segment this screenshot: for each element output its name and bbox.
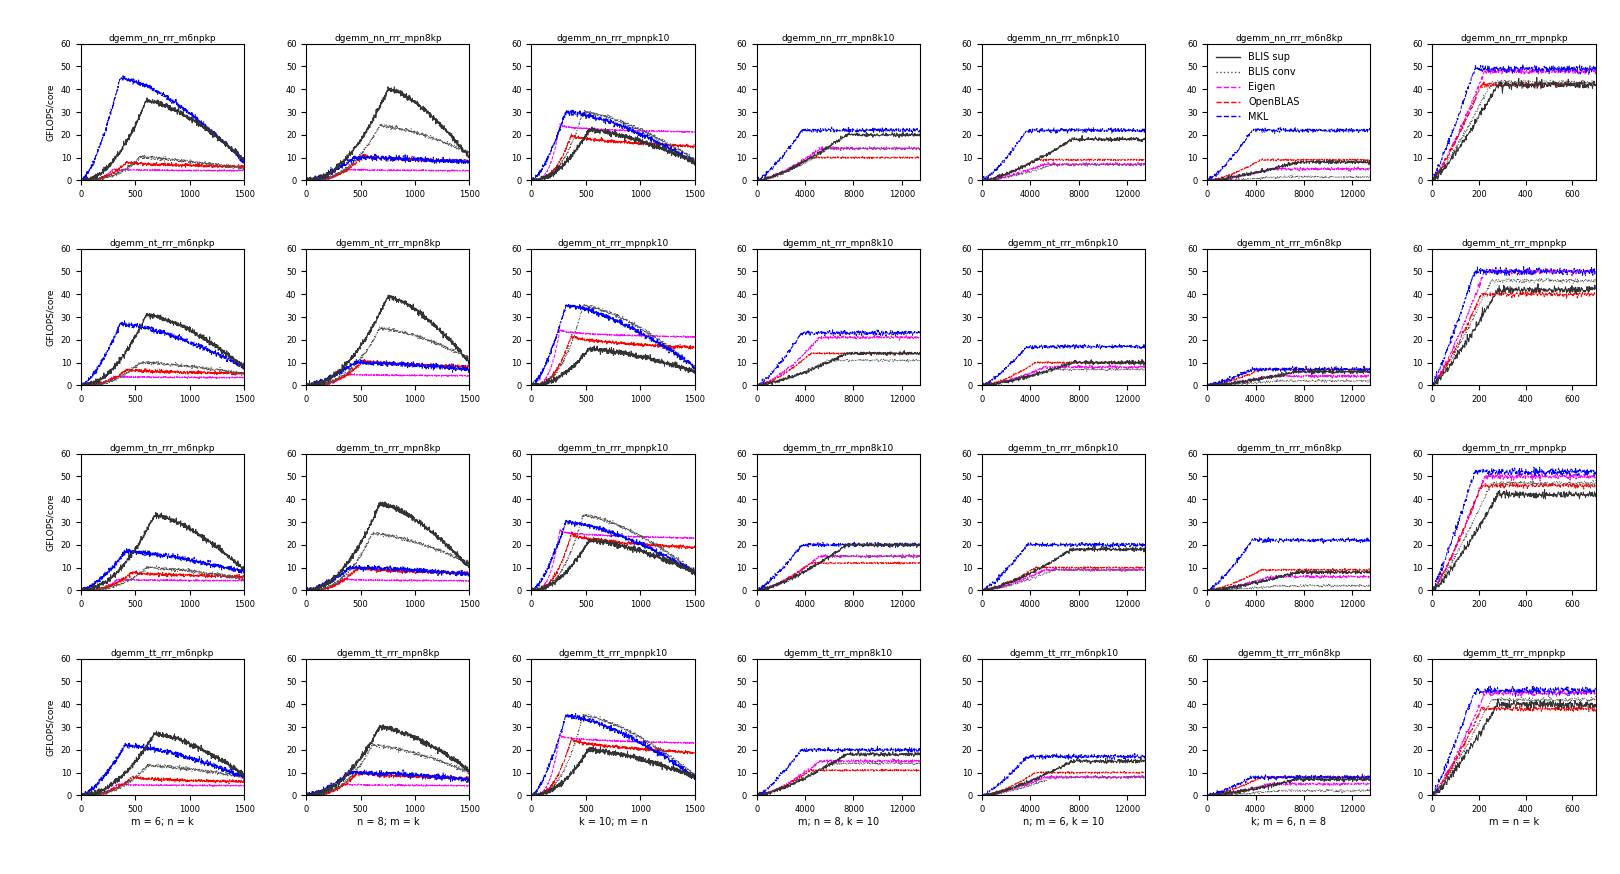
- Title: dgemm_nn_rrr_m6n8kp: dgemm_nn_rrr_m6n8kp: [1234, 34, 1343, 43]
- Title: dgemm_tn_rrr_m6npkp: dgemm_tn_rrr_m6npkp: [110, 444, 215, 453]
- Title: dgemm_tt_rrr_mpn8kp: dgemm_tt_rrr_mpn8kp: [337, 649, 439, 658]
- X-axis label: k; m = 6, n = 8: k; m = 6, n = 8: [1251, 817, 1327, 827]
- Y-axis label: GFLOPS/core: GFLOPS/core: [45, 698, 55, 756]
- Title: dgemm_nn_rrr_m6npkp: dgemm_nn_rrr_m6npkp: [109, 34, 217, 43]
- Title: dgemm_nt_rrr_mpn8k10: dgemm_nt_rrr_mpn8k10: [782, 239, 894, 248]
- Y-axis label: GFLOPS/core: GFLOPS/core: [45, 83, 55, 141]
- X-axis label: k = 10; m = n: k = 10; m = n: [578, 817, 648, 827]
- X-axis label: m; n = 8, k = 10: m; n = 8, k = 10: [797, 817, 880, 827]
- Title: dgemm_tt_rrr_m6n8kp: dgemm_tt_rrr_m6n8kp: [1238, 649, 1340, 658]
- Title: dgemm_tn_rrr_m6n8kp: dgemm_tn_rrr_m6n8kp: [1236, 444, 1341, 453]
- Title: dgemm_nt_rrr_m6n8kp: dgemm_nt_rrr_m6n8kp: [1236, 239, 1341, 248]
- Title: dgemm_nt_rrr_mpnpk10: dgemm_nt_rrr_mpnpk10: [557, 239, 669, 248]
- X-axis label: m = n = k: m = n = k: [1489, 817, 1539, 827]
- Title: dgemm_nn_rrr_mpnpkp: dgemm_nn_rrr_mpnpkp: [1460, 34, 1568, 43]
- Title: dgemm_nn_rrr_mpnpk10: dgemm_nn_rrr_mpnpk10: [556, 34, 669, 43]
- Title: dgemm_tn_rrr_m6npk10: dgemm_tn_rrr_m6npk10: [1008, 444, 1119, 453]
- X-axis label: m = 6; n = k: m = 6; n = k: [131, 817, 194, 827]
- Title: dgemm_tt_rrr_mpn8k10: dgemm_tt_rrr_mpn8k10: [784, 649, 893, 658]
- Title: dgemm_nt_rrr_mpnpkp: dgemm_nt_rrr_mpnpkp: [1461, 239, 1567, 248]
- Title: dgemm_nt_rrr_m6npkp: dgemm_nt_rrr_m6npkp: [110, 239, 215, 248]
- Title: dgemm_tn_rrr_mpn8kp: dgemm_tn_rrr_mpn8kp: [335, 444, 441, 453]
- Title: dgemm_tt_rrr_m6npkp: dgemm_tt_rrr_m6npkp: [110, 649, 214, 658]
- Title: dgemm_tt_rrr_mpnpkp: dgemm_tt_rrr_mpnpkp: [1463, 649, 1567, 658]
- Title: dgemm_nn_rrr_mpn8k10: dgemm_nn_rrr_mpn8k10: [782, 34, 894, 43]
- Title: dgemm_nn_rrr_m6npk10: dgemm_nn_rrr_m6npk10: [1008, 34, 1121, 43]
- Title: dgemm_tn_rrr_mpnpk10: dgemm_tn_rrr_mpnpk10: [557, 444, 669, 453]
- Title: dgemm_nn_rrr_mpn8kp: dgemm_nn_rrr_mpn8kp: [334, 34, 442, 43]
- X-axis label: n = 8; m = k: n = 8; m = k: [356, 817, 420, 827]
- Y-axis label: GFLOPS/core: GFLOPS/core: [45, 493, 55, 551]
- Title: dgemm_tt_rrr_m6npk10: dgemm_tt_rrr_m6npk10: [1009, 649, 1118, 658]
- X-axis label: n; m = 6, k = 10: n; m = 6, k = 10: [1024, 817, 1105, 827]
- Legend: BLIS sup, BLIS conv, Eigen, OpenBLAS, MKL: BLIS sup, BLIS conv, Eigen, OpenBLAS, MK…: [1212, 49, 1304, 126]
- Title: dgemm_nt_rrr_mpn8kp: dgemm_nt_rrr_mpn8kp: [335, 239, 441, 248]
- Title: dgemm_tn_rrr_mpnpkp: dgemm_tn_rrr_mpnpkp: [1461, 444, 1567, 453]
- Title: dgemm_nt_rrr_m6npk10: dgemm_nt_rrr_m6npk10: [1008, 239, 1119, 248]
- Y-axis label: GFLOPS/core: GFLOPS/core: [45, 288, 55, 346]
- Title: dgemm_tn_rrr_mpn8k10: dgemm_tn_rrr_mpn8k10: [782, 444, 894, 453]
- Title: dgemm_tt_rrr_mpnpk10: dgemm_tt_rrr_mpnpk10: [559, 649, 667, 658]
